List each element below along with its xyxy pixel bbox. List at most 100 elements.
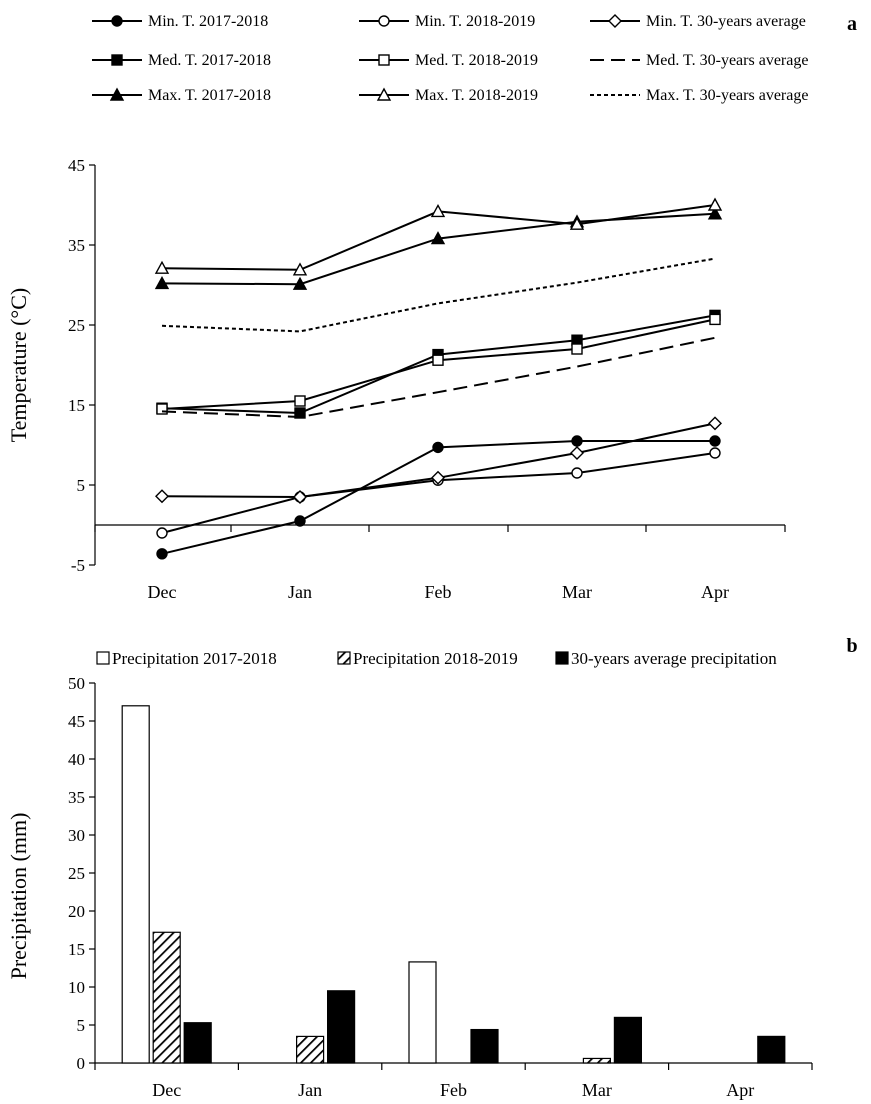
bar <box>296 1035 325 1064</box>
data-point <box>154 260 170 274</box>
legend-label: Med. T. 2017-2018 <box>148 52 271 69</box>
y-tick-label: 15 <box>68 940 85 959</box>
legend-item: Precipitation 2017-2018 <box>96 649 277 668</box>
legend-item: Min. T. 2018-2019 <box>359 13 535 30</box>
x-tick-label: Mar <box>582 1080 612 1100</box>
data-point <box>571 467 583 479</box>
y-tick-label: 25 <box>68 864 85 883</box>
legend-swatch <box>96 651 110 665</box>
y-tick-label: 50 <box>68 674 85 693</box>
series-path <box>161 336 716 419</box>
data-point <box>570 446 584 460</box>
legend-label: Precipitation 2018-2019 <box>353 649 518 668</box>
series-line <box>156 313 721 415</box>
data-point <box>432 441 444 454</box>
y-tick-label: 0 <box>77 1054 86 1073</box>
x-tick-label: Apr <box>701 582 729 602</box>
bar <box>327 990 356 1064</box>
x-tick-label: Jan <box>298 1080 322 1100</box>
series-path <box>161 452 716 534</box>
x-tick-label: Dec <box>148 582 177 602</box>
legend-item: Med. T. 30-years average <box>590 52 808 69</box>
data-point <box>571 435 583 447</box>
legend-item: Med. T. 2017-2018 <box>92 52 271 69</box>
plot-area <box>121 705 786 1064</box>
legend-label: Med. T. 2018-2019 <box>415 52 538 69</box>
legend-item: Precipitation 2018-2019 <box>337 649 518 668</box>
data-point <box>156 527 168 539</box>
series-line <box>156 435 721 560</box>
data-point <box>709 435 721 447</box>
data-point <box>155 489 169 504</box>
legend-swatch <box>337 651 351 665</box>
y-tick-label: -5 <box>71 556 85 575</box>
bar <box>613 1016 643 1064</box>
y-tick-label: 40 <box>68 750 85 769</box>
legend-item: 30-years average precipitation <box>555 649 777 668</box>
series-line <box>154 197 723 276</box>
y-tick-label: 5 <box>77 476 86 495</box>
y-tick-label: 10 <box>68 978 85 997</box>
axes: -5 5 15 25 35 45 Dec Jan Feb Mar Apr <box>68 156 786 602</box>
bar <box>121 705 150 1064</box>
y-tick-label: 15 <box>68 396 85 415</box>
bar <box>183 1022 212 1064</box>
temperature-chart: Min. T. 2017-2018 Min. T. 2018-2019 Min. T… <box>6 13 857 602</box>
data-point <box>569 216 585 230</box>
data-point <box>708 416 722 431</box>
legend-precipitation: Precipitation 2017-2018 Precipitation 201… <box>96 649 777 668</box>
legend-label: Max. T. 30-years average <box>646 87 808 104</box>
legend-marker <box>111 15 123 27</box>
legend-temperature: Min. T. 2017-2018 Min. T. 2018-2019 Min. T… <box>92 13 808 104</box>
legend-item: Min. T. 2017-2018 <box>92 13 268 30</box>
legend-marker <box>378 54 390 66</box>
legend-item: Med. T. 2018-2019 <box>359 52 538 69</box>
data-point <box>156 403 168 415</box>
legend-label: Max. T. 2018-2019 <box>415 87 538 104</box>
legend-item: Max. T. 2018-2019 <box>359 87 538 104</box>
data-point <box>156 548 168 560</box>
data-point <box>707 206 723 220</box>
bar <box>408 961 437 1064</box>
data-point <box>294 395 306 407</box>
y-tick-label: 35 <box>68 788 85 807</box>
panel-label-b: b <box>846 635 857 657</box>
plot-area <box>154 197 723 560</box>
y-axis-label: Precipitation (mm) <box>6 813 31 980</box>
x-tick-label: Dec <box>152 1080 181 1100</box>
bar <box>757 1035 786 1064</box>
legend-item: Min. T. 30-years average <box>590 13 806 30</box>
y-tick-label: 5 <box>77 1016 86 1035</box>
bar <box>582 1057 612 1064</box>
series-path <box>161 212 716 286</box>
y-axis-label: Temperature (°C) <box>6 288 31 442</box>
x-tick-label: Apr <box>726 1080 754 1100</box>
data-point <box>293 490 307 504</box>
data-point <box>431 470 445 485</box>
data-point <box>430 203 446 218</box>
data-point <box>571 343 583 355</box>
data-point <box>432 354 444 366</box>
series-path <box>161 422 716 499</box>
legend-item: Max. T. 2017-2018 <box>92 87 271 104</box>
x-tick-label: Feb <box>440 1080 467 1100</box>
axes: 0 5 10 15 20 25 30 35 40 45 50 Dec Jan Feb Mar Apr <box>68 674 813 1100</box>
legend-label: Max. T. 2017-2018 <box>148 87 271 104</box>
legend-marker <box>111 54 123 66</box>
legend-marker <box>608 14 622 28</box>
legend-marker <box>109 87 125 101</box>
legend-label: Min. T. 2018-2019 <box>415 13 535 30</box>
legend-label: Precipitation 2017-2018 <box>112 649 277 668</box>
series-line <box>155 416 722 504</box>
legend-label: Min. T. 2017-2018 <box>148 13 268 30</box>
series-line <box>154 206 723 290</box>
legend-marker <box>378 15 390 27</box>
x-tick-label: Mar <box>562 582 592 602</box>
data-point <box>707 197 723 211</box>
series-path <box>161 257 716 333</box>
data-point <box>430 231 446 245</box>
legend-label: Min. T. 30-years average <box>646 13 806 30</box>
series-line <box>161 336 716 419</box>
y-tick-label: 25 <box>68 316 85 335</box>
legend-swatch <box>555 651 569 665</box>
